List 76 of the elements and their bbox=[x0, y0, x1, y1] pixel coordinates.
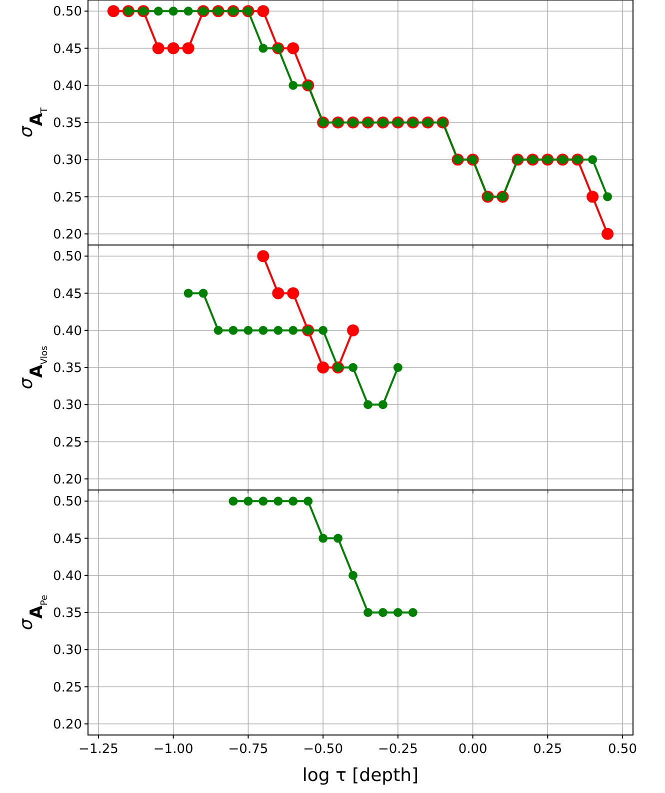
y-tick-label: 0.25 bbox=[53, 435, 82, 450]
y-tick-label: 0.40 bbox=[53, 324, 82, 339]
point bbox=[287, 42, 300, 54]
point bbox=[107, 5, 120, 18]
x-tick-label: −0.75 bbox=[228, 742, 268, 757]
point bbox=[602, 228, 614, 240]
point bbox=[258, 326, 268, 335]
y-tick-label: 0.35 bbox=[53, 116, 82, 132]
y-tick-label: 0.50 bbox=[53, 250, 82, 265]
point bbox=[586, 190, 599, 203]
point bbox=[214, 326, 223, 335]
y-tick-label: 0.50 bbox=[53, 494, 82, 510]
point bbox=[244, 496, 253, 506]
point bbox=[317, 362, 330, 374]
point bbox=[257, 5, 270, 18]
point bbox=[393, 363, 402, 372]
x-tick-label: 0.00 bbox=[458, 742, 488, 757]
y-tick-label: 0.45 bbox=[53, 42, 82, 57]
point bbox=[334, 534, 343, 543]
point bbox=[154, 6, 163, 16]
y-tick-label: 0.20 bbox=[53, 472, 82, 488]
point bbox=[588, 155, 598, 164]
x-tick-label: −0.50 bbox=[303, 742, 343, 757]
point bbox=[318, 534, 328, 543]
point bbox=[182, 42, 194, 54]
y-tick-label: 0.50 bbox=[53, 4, 82, 20]
y-tick-label: 0.30 bbox=[53, 398, 82, 414]
y-tick-label: 0.35 bbox=[53, 606, 82, 622]
point bbox=[258, 44, 268, 53]
point bbox=[168, 6, 178, 16]
point bbox=[184, 6, 193, 16]
y-tick-label: 0.40 bbox=[53, 78, 82, 94]
x-tick-label: −1.25 bbox=[78, 742, 118, 757]
point bbox=[198, 288, 208, 298]
point bbox=[378, 608, 388, 617]
point bbox=[288, 496, 298, 506]
y-tick-label: 0.20 bbox=[53, 717, 82, 732]
x-tick-label: −1.00 bbox=[153, 742, 194, 757]
y-tick-label: 0.40 bbox=[53, 568, 82, 584]
point bbox=[408, 608, 418, 617]
point bbox=[228, 326, 238, 335]
point bbox=[244, 326, 253, 335]
x-axis-title: log τ [depth] bbox=[302, 765, 419, 786]
y-tick-label: 0.25 bbox=[53, 190, 82, 206]
point bbox=[288, 80, 298, 90]
point bbox=[258, 496, 268, 506]
x-tick-label: 0.25 bbox=[533, 742, 562, 757]
point bbox=[257, 250, 270, 262]
point bbox=[318, 326, 328, 335]
point bbox=[603, 192, 612, 202]
point bbox=[152, 42, 164, 54]
point bbox=[228, 496, 238, 506]
point bbox=[288, 326, 298, 335]
y-tick-label: 0.35 bbox=[53, 361, 82, 376]
y-tick-label: 0.30 bbox=[53, 153, 82, 168]
point bbox=[348, 363, 358, 372]
point bbox=[304, 496, 313, 506]
point bbox=[184, 288, 193, 298]
point bbox=[363, 400, 372, 410]
x-tick-label: −0.25 bbox=[378, 742, 418, 757]
point bbox=[348, 570, 358, 580]
y-tick-label: 0.30 bbox=[53, 643, 82, 658]
y-tick-label: 0.25 bbox=[53, 680, 82, 696]
point bbox=[378, 400, 388, 410]
point bbox=[363, 608, 372, 617]
point bbox=[274, 496, 283, 506]
point bbox=[287, 287, 300, 300]
point bbox=[272, 287, 284, 300]
point bbox=[167, 42, 180, 54]
point bbox=[347, 324, 360, 336]
x-tick-label: 0.50 bbox=[608, 742, 637, 757]
point bbox=[393, 608, 402, 617]
y-tick-label: 0.20 bbox=[53, 227, 82, 242]
point bbox=[274, 326, 283, 335]
y-tick-label: 0.45 bbox=[53, 532, 82, 547]
y-tick-label: 0.45 bbox=[53, 286, 82, 302]
